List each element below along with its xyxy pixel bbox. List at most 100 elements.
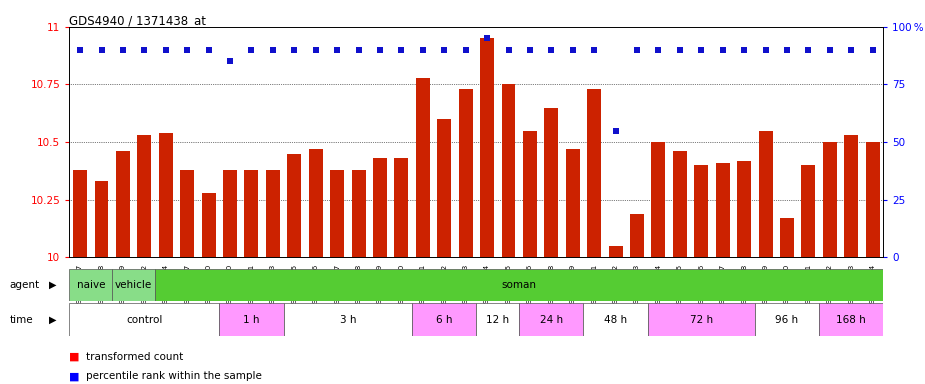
Point	[865, 47, 880, 53]
Bar	[94, 181, 108, 257]
Bar	[801, 165, 815, 257]
Text: GDS4940 / 1371438_at: GDS4940 / 1371438_at	[68, 14, 205, 27]
Point	[630, 47, 645, 53]
Bar	[155, 269, 883, 301]
Point	[137, 47, 152, 53]
Bar	[416, 78, 430, 257]
Bar	[309, 149, 323, 257]
Text: 24 h: 24 h	[540, 314, 563, 325]
Bar	[73, 170, 87, 257]
Text: 48 h: 48 h	[604, 314, 627, 325]
Bar	[545, 108, 559, 257]
Text: control: control	[126, 314, 163, 325]
Bar	[609, 246, 623, 257]
Point	[116, 47, 130, 53]
Bar	[180, 170, 194, 257]
Bar	[587, 89, 601, 257]
Text: 12 h: 12 h	[487, 314, 510, 325]
Point	[287, 47, 302, 53]
Bar	[651, 142, 665, 257]
Bar	[630, 214, 644, 257]
Bar	[845, 135, 858, 257]
Point	[158, 47, 173, 53]
Bar	[480, 38, 494, 257]
Bar	[138, 135, 152, 257]
Point	[437, 47, 451, 53]
Text: ■: ■	[69, 352, 80, 362]
Point	[736, 47, 751, 53]
Text: transformed count: transformed count	[86, 352, 183, 362]
Text: 168 h: 168 h	[836, 314, 866, 325]
Text: ▶: ▶	[49, 280, 56, 290]
Bar	[501, 84, 515, 257]
Bar	[284, 303, 413, 336]
Text: ■: ■	[69, 371, 80, 381]
Bar	[413, 303, 476, 336]
Point	[394, 47, 409, 53]
Bar	[737, 161, 751, 257]
Point	[844, 47, 858, 53]
Bar	[584, 303, 647, 336]
Bar	[716, 163, 730, 257]
Bar	[438, 119, 451, 257]
Text: naive: naive	[77, 280, 105, 290]
Point	[565, 47, 580, 53]
Point	[265, 47, 280, 53]
Point	[415, 47, 430, 53]
Point	[308, 47, 323, 53]
Text: percentile rank within the sample: percentile rank within the sample	[86, 371, 262, 381]
Bar	[672, 151, 687, 257]
Bar	[648, 303, 755, 336]
Bar	[112, 269, 155, 301]
Point	[179, 47, 194, 53]
Bar	[223, 170, 237, 257]
Bar	[159, 133, 173, 257]
Point	[801, 47, 816, 53]
Point	[244, 47, 259, 53]
Bar	[352, 170, 365, 257]
Bar	[373, 158, 387, 257]
Bar	[755, 303, 820, 336]
Point	[758, 47, 773, 53]
Text: vehicle: vehicle	[115, 280, 153, 290]
Point	[672, 47, 687, 53]
Point	[94, 47, 109, 53]
Text: soman: soman	[501, 280, 536, 290]
Text: agent: agent	[9, 280, 40, 290]
Text: time: time	[9, 314, 33, 325]
Bar	[866, 142, 880, 257]
Point	[523, 47, 537, 53]
Bar	[758, 131, 772, 257]
Text: 96 h: 96 h	[775, 314, 798, 325]
Bar	[523, 131, 536, 257]
Point	[373, 47, 388, 53]
Point	[780, 47, 795, 53]
Bar	[288, 154, 302, 257]
Point	[501, 47, 516, 53]
Point	[694, 47, 709, 53]
Bar	[202, 193, 216, 257]
Bar	[695, 165, 709, 257]
Bar	[780, 218, 794, 257]
Point	[73, 47, 88, 53]
Bar	[519, 303, 584, 336]
Bar	[823, 142, 837, 257]
Point	[651, 47, 666, 53]
Bar	[476, 303, 519, 336]
Point	[329, 47, 344, 53]
Bar	[69, 303, 219, 336]
Point	[822, 47, 837, 53]
Bar	[566, 149, 580, 257]
Text: 3 h: 3 h	[339, 314, 356, 325]
Bar	[244, 170, 258, 257]
Bar	[820, 303, 883, 336]
Point	[223, 58, 238, 65]
Text: 1 h: 1 h	[243, 314, 260, 325]
Point	[480, 35, 495, 41]
Bar	[394, 158, 408, 257]
Text: 72 h: 72 h	[690, 314, 713, 325]
Text: 6 h: 6 h	[436, 314, 452, 325]
Bar	[330, 170, 344, 257]
Point	[202, 47, 216, 53]
Bar	[116, 151, 130, 257]
